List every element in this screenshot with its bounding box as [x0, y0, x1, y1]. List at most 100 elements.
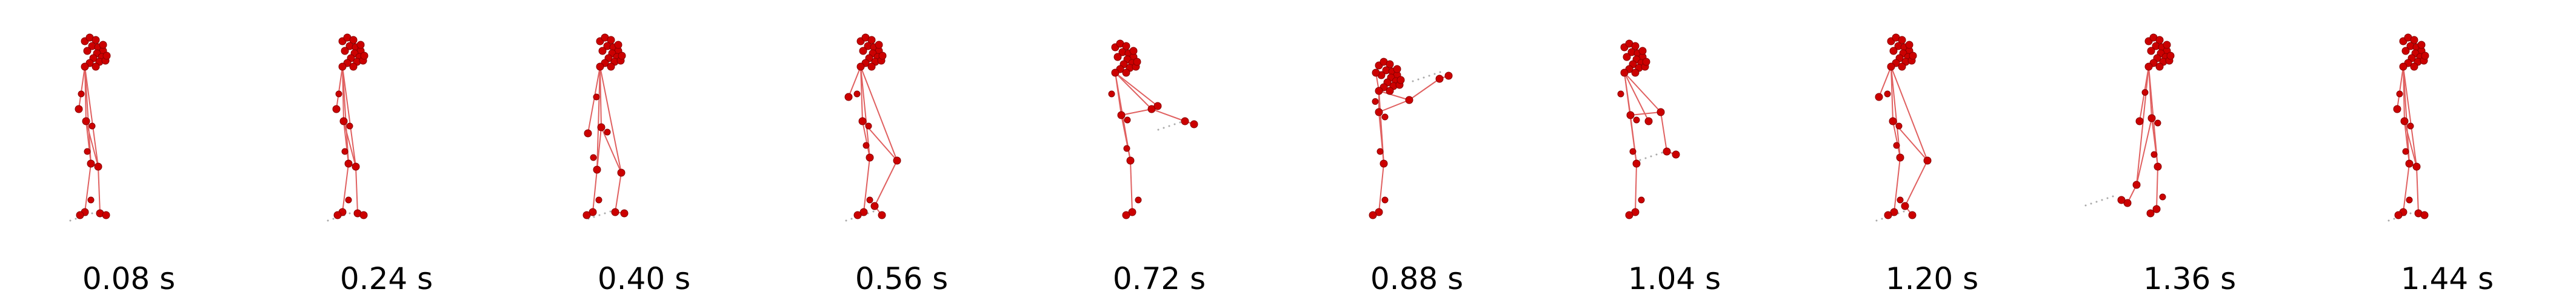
joint-marker	[1884, 90, 1891, 98]
joint-marker	[88, 122, 96, 130]
head-marker	[1386, 60, 1394, 68]
time-label: 0.24 s	[339, 261, 433, 296]
skeleton-bone	[596, 66, 601, 170]
joint-marker	[1644, 117, 1653, 125]
skeleton-bone	[342, 163, 349, 213]
skeleton-figure	[2084, 33, 2175, 218]
motion-trail-dot	[2095, 201, 2098, 203]
head-marker	[349, 36, 358, 44]
joint-marker	[102, 211, 110, 219]
joint-marker	[2399, 62, 2407, 71]
skeleton-bone	[2404, 121, 2417, 167]
skeleton-figure	[1108, 39, 1198, 219]
joint-marker	[866, 153, 874, 162]
joint-marker	[2407, 122, 2414, 130]
joint-marker	[858, 117, 867, 125]
joint-marker	[1901, 202, 1909, 210]
skeleton-bone	[98, 166, 101, 214]
motion-trail-dot	[1417, 78, 1420, 81]
pose-frame: 0.40 s	[515, 0, 773, 303]
skeleton-figure	[582, 33, 629, 220]
head-marker	[607, 62, 615, 71]
time-label: 1.44 s	[2400, 261, 2494, 296]
joint-marker	[87, 159, 95, 168]
skeleton-bone	[1121, 108, 1152, 116]
pose-frame: 0.24 s	[258, 0, 515, 303]
joint-marker	[332, 105, 341, 113]
joint-marker	[1672, 150, 1680, 159]
head-marker	[83, 47, 92, 55]
joint-marker	[1626, 111, 1635, 119]
skeleton-bone	[1630, 112, 1661, 116]
joint-marker	[2396, 90, 2403, 98]
motion-trail-dot	[91, 212, 93, 215]
skeleton-bone	[2416, 166, 2419, 214]
motion-trail-dot	[1168, 125, 1170, 127]
joint-marker	[344, 159, 353, 168]
joint-marker	[865, 122, 872, 130]
motion-trail-dot	[2393, 218, 2395, 220]
joint-marker	[1875, 93, 1883, 101]
motion-trail-dot	[2090, 202, 2092, 205]
motion-trail-dot	[2387, 219, 2390, 222]
joint-marker	[94, 162, 102, 171]
motion-trail-dot	[349, 212, 351, 215]
skeleton-bone	[78, 66, 85, 110]
joint-marker	[345, 196, 352, 204]
joint-marker	[2135, 117, 2144, 125]
skeleton-bone	[2136, 118, 2152, 185]
joint-marker	[1895, 122, 1903, 130]
joint-marker	[1122, 211, 1130, 219]
joint-marker	[2152, 205, 2161, 213]
motion-trail-dot	[2409, 212, 2412, 215]
joint-marker	[1444, 72, 1453, 80]
head-marker	[1905, 41, 1914, 49]
head-marker	[1642, 58, 1650, 66]
motion-trail-dot	[1179, 121, 1181, 124]
joint-marker	[1405, 96, 1413, 104]
skeleton-bone	[1409, 78, 1440, 101]
joint-marker	[582, 211, 591, 219]
motion-trail-dot	[2112, 195, 2114, 198]
head-marker	[1129, 47, 1138, 55]
skeleton-bone	[601, 127, 622, 173]
skeleton-figure	[327, 33, 369, 222]
joint-marker	[338, 62, 347, 71]
skeleton-bone	[1378, 163, 1384, 213]
joint-marker	[1887, 62, 1895, 71]
joint-marker	[1381, 113, 1389, 121]
skeleton-figure	[844, 33, 901, 222]
head-marker	[2147, 47, 2155, 55]
skeleton-bone	[592, 169, 598, 213]
motion-trail-dot	[2106, 197, 2109, 199]
joint-marker	[593, 93, 600, 101]
joint-marker	[878, 211, 886, 219]
head-marker	[867, 62, 876, 71]
joint-marker	[1435, 75, 1444, 83]
joint-marker	[1381, 196, 1389, 204]
joint-marker	[339, 117, 348, 125]
joint-marker	[593, 165, 601, 174]
joint-marker	[1380, 159, 1388, 168]
joint-marker	[1372, 68, 1380, 77]
joint-marker	[1617, 90, 1624, 98]
motion-trail-dot	[332, 218, 335, 220]
motion-trail-dot	[1428, 75, 1430, 77]
head-marker	[341, 47, 349, 55]
joint-marker	[2159, 193, 2166, 201]
joint-marker	[853, 90, 861, 98]
joint-marker	[584, 129, 592, 138]
joint-marker	[2400, 117, 2409, 125]
skeleton-figure	[2387, 33, 2429, 222]
joint-marker	[611, 208, 619, 216]
pose-frame: 1.36 s	[2061, 0, 2318, 303]
joint-marker	[346, 122, 353, 130]
motion-trail-dot	[845, 219, 847, 222]
motion-trail-dot	[69, 219, 72, 222]
head-marker	[1113, 53, 1122, 61]
pose-frame: 1.20 s	[1803, 0, 2061, 303]
joint-marker	[82, 117, 90, 125]
motion-trail-dot	[1650, 155, 1652, 158]
joint-marker	[590, 154, 597, 161]
head-marker	[1122, 68, 1130, 77]
